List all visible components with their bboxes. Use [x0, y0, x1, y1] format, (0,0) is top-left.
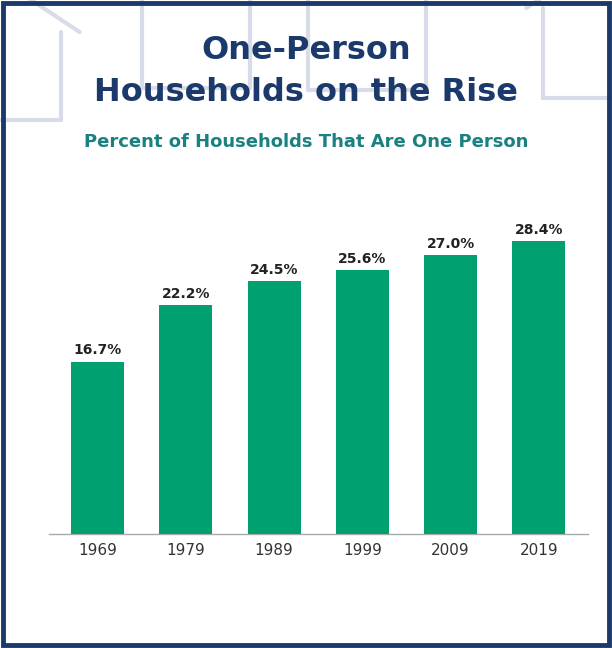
Text: Households on the Rise: Households on the Rise	[94, 77, 518, 108]
Text: Source: Current Population Survey, Annual Social and: Source: Current Population Survey, Annua…	[400, 593, 606, 601]
Text: 16.7%: 16.7%	[73, 343, 122, 358]
Text: U.S. CENSUS BUREAU: U.S. CENSUS BUREAU	[119, 606, 201, 615]
Bar	[424, 255, 477, 533]
Text: One-Person: One-Person	[201, 35, 411, 66]
Text: Bureau: Bureau	[15, 634, 48, 643]
Text: 22.2%: 22.2%	[162, 286, 210, 301]
Bar	[248, 281, 300, 533]
Bar	[71, 362, 124, 533]
Bar	[512, 241, 565, 533]
Text: census.gov: census.gov	[119, 627, 162, 636]
Text: 25.6%: 25.6%	[338, 251, 387, 266]
Bar	[336, 270, 389, 533]
Text: Economic Supplements, 1969 to 2019: Economic Supplements, 1969 to 2019	[461, 618, 606, 626]
Text: 27.0%: 27.0%	[427, 237, 475, 251]
Text: Percent of Households That Are One Person: Percent of Households That Are One Perso…	[84, 133, 528, 151]
Text: Census: Census	[13, 601, 102, 623]
Text: U.S. Department of Commerce: U.S. Department of Commerce	[119, 583, 274, 592]
Text: 28.4%: 28.4%	[515, 223, 563, 237]
Text: United States®: United States®	[15, 579, 78, 588]
Bar	[159, 305, 212, 533]
Text: 24.5%: 24.5%	[250, 263, 298, 277]
